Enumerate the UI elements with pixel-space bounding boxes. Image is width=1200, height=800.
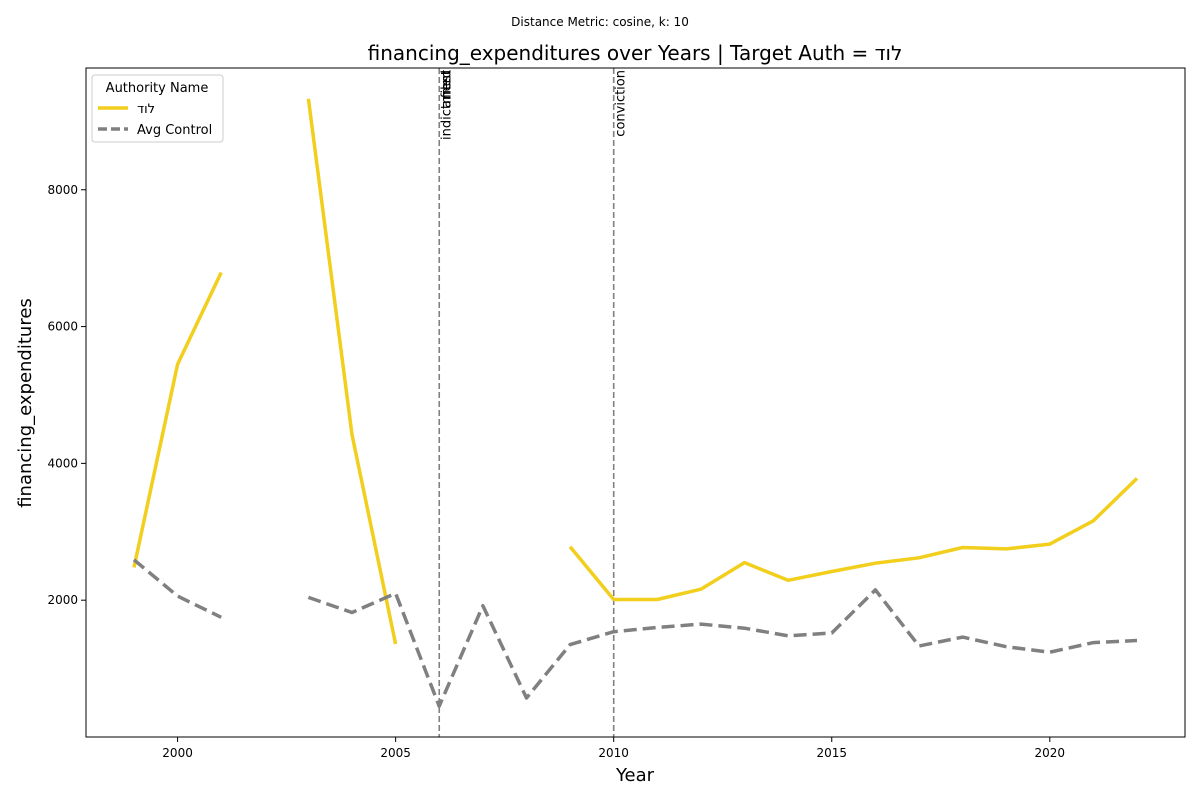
chart-title: financing_expenditures over Years | Targ…	[368, 41, 903, 65]
x-axis-label: Year	[615, 765, 655, 786]
series-line	[132, 98, 1139, 645]
legend-box	[91, 74, 224, 143]
x-axis: 2000 2005 2010 2015 2020	[162, 737, 1065, 760]
y-tick-label: 8000	[47, 183, 78, 197]
x-tick-label: 2000	[162, 746, 193, 760]
plot-frame	[86, 68, 1185, 737]
x-tick-label: 2015	[816, 746, 847, 760]
y-axis-label: financing_expenditures	[15, 298, 36, 508]
event-label: conviction	[614, 70, 629, 137]
legend-title: Authority Name	[106, 81, 209, 96]
event-label: arrest	[439, 70, 454, 108]
event-label: indictment	[439, 70, 454, 140]
x-tick-label: 2005	[380, 746, 411, 760]
chart-suptitle: Distance Metric: cosine, k: 10	[511, 15, 689, 29]
x-tick-label: 2020	[1035, 746, 1066, 760]
event-label: filed	[439, 70, 454, 98]
y-tick-label: 2000	[47, 593, 78, 607]
y-tick-label: 4000	[47, 456, 78, 470]
series-lines	[132, 98, 1139, 708]
y-tick-label: 6000	[47, 320, 78, 334]
legend-label-control: Avg Control	[137, 123, 212, 138]
x-tick-label: 2010	[598, 746, 629, 760]
y-axis: 2000 4000 6000 8000	[47, 183, 86, 607]
legend-label-target: לוד	[137, 102, 155, 117]
legend: Authority Name לוד Avg Control	[91, 74, 224, 143]
series-line	[132, 558, 1138, 708]
plot-border	[85, 67, 1186, 738]
